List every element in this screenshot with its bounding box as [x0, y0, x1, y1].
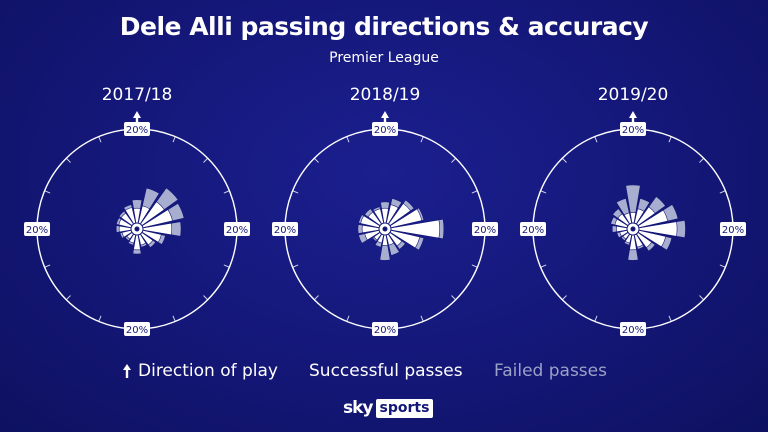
logo-sports: sports	[375, 398, 434, 418]
chart-3-tick-15	[594, 136, 598, 143]
chart-1-tick-10	[65, 295, 71, 301]
chart-1-hub-dot	[134, 226, 140, 232]
chart-2-tick-14	[313, 157, 319, 163]
chart-2-tick-13	[292, 190, 299, 194]
chart-1-tick-15	[98, 136, 102, 143]
chart-3-scale-right-box	[720, 222, 746, 236]
chart-1-tick-11	[44, 264, 51, 268]
chart-1-tick-13	[44, 190, 51, 194]
chart-1-scale-right: 20%	[226, 225, 248, 236]
chart-1-tick-7	[172, 315, 176, 322]
chart-2-tick-2	[451, 157, 457, 163]
chart-2-scale-left: 20%	[274, 225, 296, 236]
chart-1-tick-14	[65, 157, 71, 163]
chart-3-scale-bottom-box	[620, 322, 646, 336]
chart-2-tick-10	[313, 295, 319, 301]
chart-1-scale-bottom-box	[124, 322, 150, 336]
chart-3-scale-left: 20%	[522, 225, 544, 236]
logo-sky: sky	[343, 398, 373, 418]
chart-3-tick-13	[540, 190, 547, 194]
chart-3-scale-bottom: 20%	[622, 325, 644, 336]
chart-1-scale-top-box	[124, 122, 150, 136]
chart-1-scale-left-box	[24, 222, 50, 236]
chart-3-scale-right: 20%	[722, 225, 744, 236]
chart-2-hub-dot	[382, 226, 388, 232]
chart-3-tick-3	[719, 190, 726, 194]
season-label-2018-19: 2018/19	[349, 85, 421, 105]
chart-2-scale-left-box	[272, 222, 298, 236]
chart-2-tick-11	[292, 264, 299, 268]
chart-1-tick-1	[172, 136, 176, 143]
legend-direction: Direction of play	[122, 361, 278, 381]
chart-2-tick-6	[451, 295, 457, 301]
chart-3-tick-10	[561, 295, 567, 301]
chart-3-scale-top-box	[620, 122, 646, 136]
chart-2-tick-3	[471, 190, 478, 194]
chart-1-tick-6	[203, 295, 209, 301]
chart-1-tick-5	[223, 264, 230, 268]
legend-direction-label: Direction of play	[138, 361, 278, 381]
arrow-up-icon	[123, 364, 131, 378]
chart-2-direction-arrow	[381, 111, 389, 124]
chart-1-tick-9	[98, 315, 102, 322]
chart-2-scale-top-box	[372, 122, 398, 136]
chart-3-tick-14	[561, 157, 567, 163]
chart-1-direction-arrow	[133, 111, 141, 124]
chart-2-tick-7	[420, 315, 424, 322]
chart-1-scale-right-box	[224, 222, 250, 236]
chart-2-scale-right-box	[472, 222, 498, 236]
chart-1-scale-bottom: 20%	[126, 325, 148, 336]
chart-1-tick-2	[203, 157, 209, 163]
chart-3-tick-6	[699, 295, 705, 301]
season-label-2019-20: 2019/20	[597, 85, 669, 105]
chart-subtitle: Premier League	[329, 50, 439, 66]
chart-3-tick-7	[668, 315, 672, 322]
chart-3-tick-9	[594, 315, 598, 322]
sky-sports-logo: sky sports	[343, 398, 434, 418]
chart-2-tick-1	[420, 136, 424, 143]
chart-2-scale-right: 20%	[474, 225, 496, 236]
chart-title: Dele Alli passing directions & accuracy	[119, 12, 649, 41]
legend-failed: Failed passes	[494, 361, 607, 381]
legend-successful: Successful passes	[309, 361, 463, 381]
chart-1-tick-3	[223, 190, 230, 194]
chart-3-tick-5	[719, 264, 726, 268]
chart-2-scale-bottom: 20%	[374, 325, 396, 336]
chart-1-scale-top: 20%	[126, 125, 148, 136]
chart-2-tick-15	[346, 136, 350, 143]
chart-2-scale-top: 20%	[374, 125, 396, 136]
chart-3-tick-2	[699, 157, 705, 163]
chart-2-tick-5	[471, 264, 478, 268]
chart-2-scale-bottom-box	[372, 322, 398, 336]
chart-3-scale-top: 20%	[622, 125, 644, 136]
chart-1-scale-left: 20%	[26, 225, 48, 236]
chart-3-direction-arrow	[629, 111, 637, 124]
chart-3-hub-dot	[630, 226, 636, 232]
season-label-2017-18: 2017/18	[101, 85, 173, 105]
chart-2-tick-9	[346, 315, 350, 322]
chart-3-tick-11	[540, 264, 547, 268]
chart-3-scale-left-box	[520, 222, 546, 236]
chart-3-tick-1	[668, 136, 672, 143]
